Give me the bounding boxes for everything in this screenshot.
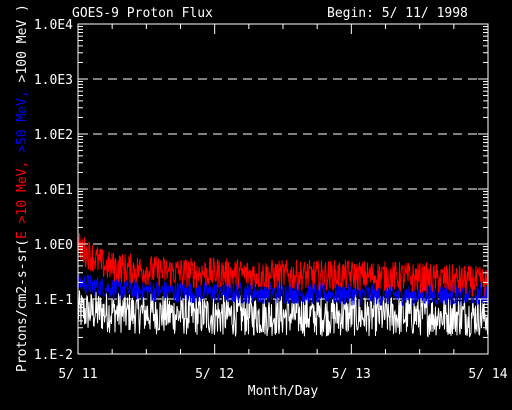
chart-title: GOES-9 Proton Flux — [72, 6, 213, 21]
y-tick-label: 1.0E0 — [34, 238, 73, 253]
grid — [78, 78, 488, 300]
y-tick-label: 1.0E1 — [34, 183, 73, 198]
x-tick-label: 5/ 14 — [468, 367, 507, 382]
y-tick-label: 1.E-2 — [34, 348, 73, 363]
y-axis-label-series-50mev: >50 MeV, — [15, 82, 30, 152]
y-axis-label-series-10mev: E >10 MeV, — [15, 153, 30, 239]
series-group — [77, 233, 489, 338]
y-axis-label: Protons/cm2-s-sr(E >10 MeV, >50 MeV, >10… — [15, 4, 30, 372]
x-tick-label: 5/ 13 — [332, 367, 371, 382]
y-axis-label-series-100mev: >100 MeV ) — [15, 4, 30, 82]
x-axis-ticks: 5/ 11 5/ 12 5/ 13 5/ 14 — [58, 24, 508, 382]
y-axis-ticks: 1.0E4 1.0E3 1.0E2 1.0E1 1.0E0 1.E-1 1.E-2 — [34, 18, 488, 363]
series-line-2 — [77, 290, 489, 338]
x-axis-label: Month/Day — [248, 384, 319, 399]
y-axis-label-prefix: Protons/cm2-s-sr( — [15, 239, 30, 372]
series-line-1 — [77, 272, 489, 307]
y-tick-label: 1.E-1 — [34, 293, 73, 308]
y-tick-label: 1.0E4 — [34, 18, 73, 33]
x-tick-label: 5/ 12 — [195, 367, 234, 382]
y-tick-label: 1.0E2 — [34, 128, 73, 143]
chart-subtitle: Begin: 5/ 11/ 1998 — [327, 6, 468, 21]
series-line-0 — [77, 233, 489, 297]
y-tick-label: 1.0E3 — [34, 73, 73, 88]
x-tick-label: 5/ 11 — [58, 367, 97, 382]
